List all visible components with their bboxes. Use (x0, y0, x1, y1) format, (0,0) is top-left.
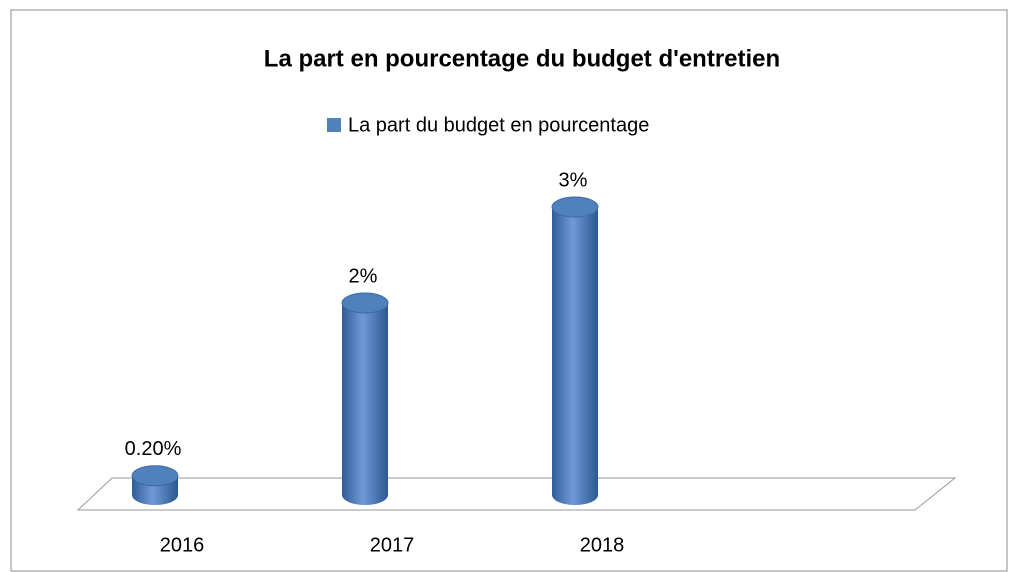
x-tick-label: 2018 (580, 534, 625, 556)
x-tick-label: 2016 (160, 534, 205, 556)
bar (342, 303, 388, 505)
value-label: 0.20% (125, 438, 182, 460)
bar (552, 207, 598, 505)
legend-swatch (327, 118, 341, 132)
value-label: 2% (349, 265, 378, 287)
x-tick-label: 2017 (370, 534, 415, 556)
bar-top (551, 196, 599, 218)
legend-label: La part du budget en pourcentage (348, 114, 649, 136)
bar-top (341, 292, 389, 314)
floor (76, 477, 957, 511)
value-label: 3% (559, 169, 588, 191)
chart-title: La part en pourcentage du budget d'entre… (264, 45, 780, 72)
bar-top (131, 465, 179, 487)
